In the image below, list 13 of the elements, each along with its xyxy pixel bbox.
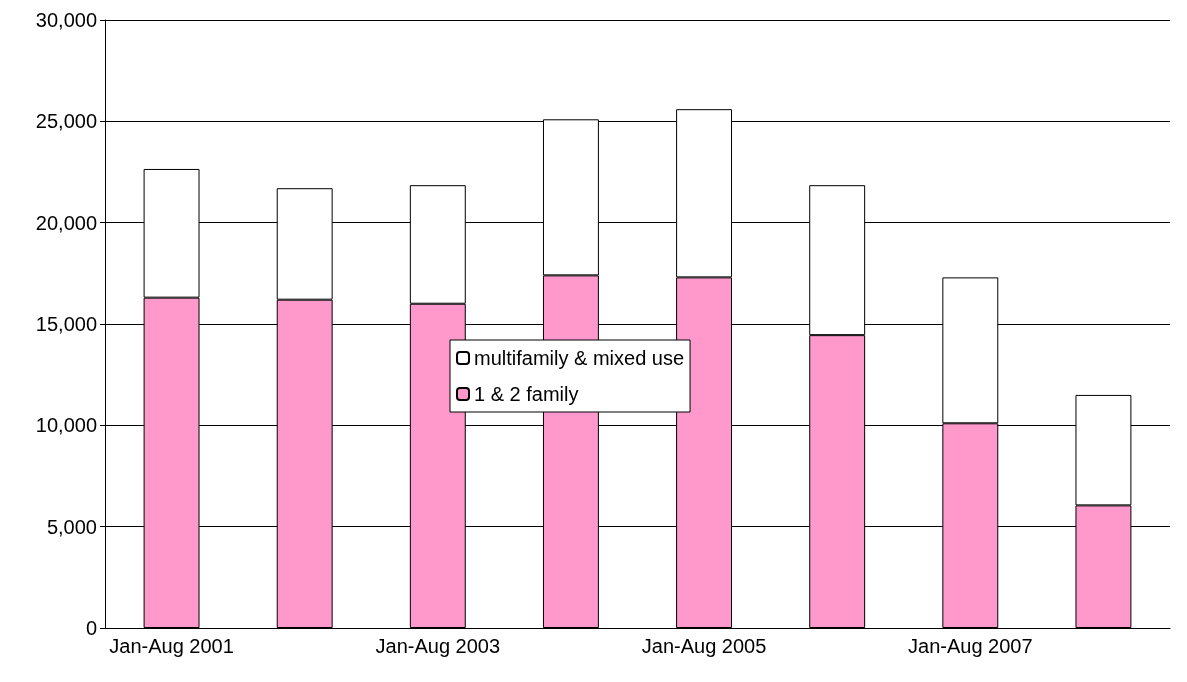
y-tick-label: 0 <box>85 617 97 639</box>
y-tick-label: 20,000 <box>35 211 97 234</box>
x-tick-label: Jan-Aug 2007 <box>908 635 1033 657</box>
y-tick-label: 5,000 <box>46 515 97 538</box>
y-tick-label: 30,000 <box>35 9 97 31</box>
x-tick-label: Jan-Aug 2003 <box>375 635 501 657</box>
y-tick-label: 25,000 <box>35 110 97 133</box>
y-tick-label: 10,000 <box>35 414 97 437</box>
x-tick-label: Jan-Aug 2005 <box>641 635 767 657</box>
y-tick-label: 15,000 <box>35 313 97 335</box>
x-tick-label: Jan-Aug 2001 <box>109 635 234 657</box>
legend-label: multifamily & mixed use <box>474 347 685 369</box>
legend-label: 1 & 2 family <box>474 383 579 405</box>
